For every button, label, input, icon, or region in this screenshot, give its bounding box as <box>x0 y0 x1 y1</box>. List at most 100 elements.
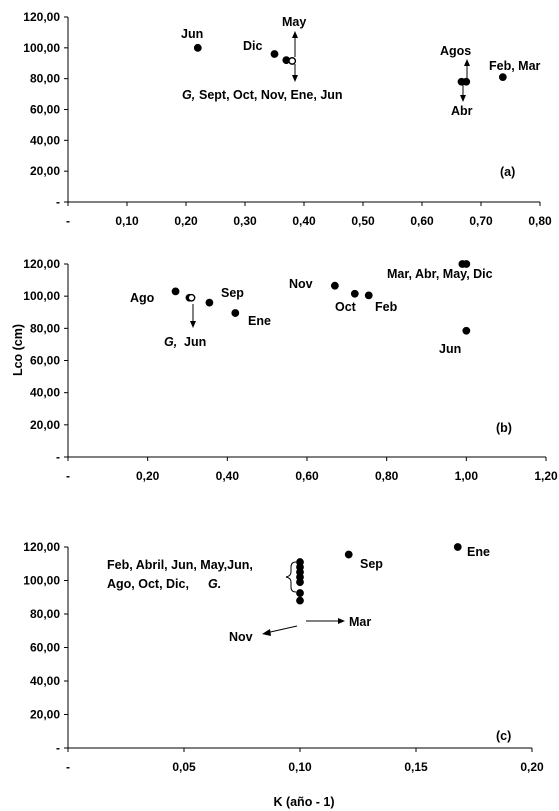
label-group-line2-c: Ago, Oct, Dic, <box>107 577 189 591</box>
data-point-a <box>462 77 471 86</box>
x-tick-label-b: 0,60 <box>295 469 319 483</box>
data-point-b <box>231 309 240 317</box>
data-point-a <box>288 57 297 65</box>
x-tick-label-b: 0,40 <box>216 469 240 483</box>
y-tick-label-c: - <box>56 741 60 755</box>
panel-b: - 20,00 40,00 60,00 80,00 100,00 120,00 - 0,20 0,… <box>23 257 558 483</box>
arrowhead-mar-c <box>338 618 345 624</box>
label-jun-a: Jun <box>181 27 203 41</box>
x-tick-label-a: 0,60 <box>410 214 434 228</box>
data-point-c <box>344 550 353 559</box>
y-tick-label-a: 120,00 <box>23 10 60 24</box>
label-ene-b: Ene <box>248 314 271 328</box>
label-nov-b: Nov <box>289 277 313 291</box>
y-tick-label-a: - <box>56 195 60 209</box>
data-point-b <box>330 281 339 290</box>
data-point-c <box>296 596 304 605</box>
x-tick-label-a: 0,80 <box>528 214 552 228</box>
y-tick-label-b: 40,00 <box>30 386 60 400</box>
label-group-line1-c: Feb, Abril, Jun, May,Jun, <box>107 558 253 572</box>
y-tick-label-c: 20,00 <box>30 708 60 722</box>
data-point-c <box>296 578 304 587</box>
label-oct-b: Oct <box>335 300 357 314</box>
arrowhead-agos-a <box>464 59 470 66</box>
y-tick-label-c: 120,00 <box>23 540 60 554</box>
x-tick-label-b: 1,00 <box>455 469 479 483</box>
panel-c-annotations: Feb, Abril, Jun, May,Jun, Ago, Oct, Dic,… <box>107 545 490 644</box>
arrowhead-nov-c <box>262 629 271 636</box>
label-g-b: G, <box>164 335 177 349</box>
data-point-b <box>171 287 180 296</box>
data-point-b <box>364 291 373 300</box>
data-point-b <box>205 298 214 307</box>
data-point-a <box>270 50 279 58</box>
label-nov-c: Nov <box>229 630 253 644</box>
x-tick-label-c: 0,05 <box>172 760 196 774</box>
data-point-c <box>296 589 304 597</box>
data-point-c <box>453 543 462 551</box>
y-tick-label-b: 80,00 <box>30 321 60 335</box>
data-point-b <box>462 260 471 268</box>
label-feb-b: Feb <box>375 300 398 314</box>
y-tick-label-b: 60,00 <box>30 354 60 368</box>
x-tick-label-c: 0,10 <box>288 760 312 774</box>
y-tick-label-c: 100,00 <box>23 574 60 588</box>
x-tick-label-b: 0,20 <box>136 469 160 483</box>
label-mar-c: Mar <box>349 615 371 629</box>
arrowhead-g-jun-b <box>190 321 196 328</box>
panel-label-a: (a) <box>500 165 515 179</box>
x-tick-label-c: - <box>66 760 70 774</box>
x-tick-label-b: - <box>66 469 70 483</box>
data-point-b <box>462 326 471 335</box>
y-tick-label-a: 80,00 <box>30 72 60 86</box>
label-sep-c: Sep <box>360 557 383 571</box>
panel-label-b: (b) <box>496 421 512 435</box>
x-tick-label-a: - <box>66 214 70 228</box>
y-tick-label-a: 60,00 <box>30 103 60 117</box>
label-ago-b: Ago <box>130 291 155 305</box>
x-tick-label-a: 0,40 <box>292 214 316 228</box>
label-abr-a: Abr <box>451 104 473 118</box>
y-axis-title: Lco (cm) <box>11 324 25 376</box>
arrowhead-abr-a <box>460 95 466 102</box>
x-tick-label-c: 0,20 <box>520 760 544 774</box>
y-tick-label-b: 20,00 <box>30 418 60 432</box>
panel-b-annotations: Ago Sep G, Jun Ene Nov Oct Feb Mar, Abr,… <box>130 267 493 356</box>
label-mar-group-b: Mar, Abr, May, Dic <box>387 267 493 281</box>
x-tick-label-a: 0,70 <box>469 214 493 228</box>
label-g-a: G, <box>182 88 195 102</box>
y-tick-label-a: 40,00 <box>30 133 60 147</box>
label-sept-group-a: Sept, Oct, Nov, Ene, Jun <box>199 88 343 102</box>
label-may-a: May <box>282 15 306 29</box>
arrow-nov-c <box>265 625 298 634</box>
arrowhead-may-up-a <box>292 31 298 38</box>
y-tick-label-b: - <box>56 450 60 464</box>
data-point-a <box>498 73 507 82</box>
x-tick-label-a: 0,50 <box>351 214 375 228</box>
x-tick-label-a: 0,10 <box>115 214 139 228</box>
label-agos-a: Agos <box>440 44 471 58</box>
y-tick-label-b: 120,00 <box>23 257 60 271</box>
y-tick-label-a: 100,00 <box>23 41 60 55</box>
x-tick-label-b: 1,20 <box>534 469 558 483</box>
label-ene-c: Ene <box>467 545 490 559</box>
x-tick-label-c: 0,15 <box>404 760 428 774</box>
y-tick-label-c: 40,00 <box>30 674 60 688</box>
data-point-b <box>187 293 196 302</box>
panel-a-annotations: Jun Dic May G, Sept, Oct, Nov, Ene, Jun … <box>181 15 541 118</box>
y-tick-label-a: 20,00 <box>30 164 60 178</box>
panel-a: - 20,00 40,00 60,00 80,00 100,00 120,00 - 0,10 0,… <box>23 10 552 228</box>
label-jun-g-b: Jun <box>184 335 206 349</box>
data-point-b <box>350 289 359 298</box>
x-axis-title: K (año - 1) <box>273 795 334 809</box>
label-feb-mar-a: Feb, Mar <box>489 59 541 73</box>
panel-label-c: (c) <box>496 729 511 743</box>
panel-c: - 20,00 40,00 60,00 80,00 100,00 120,00 - 0,05 0,… <box>23 540 544 774</box>
label-dic-a: Dic <box>243 39 263 53</box>
x-tick-label-a: 0,30 <box>233 214 257 228</box>
label-sep-b: Sep <box>221 286 244 300</box>
data-point-a <box>193 43 202 52</box>
x-tick-label-b: 0,80 <box>375 469 399 483</box>
